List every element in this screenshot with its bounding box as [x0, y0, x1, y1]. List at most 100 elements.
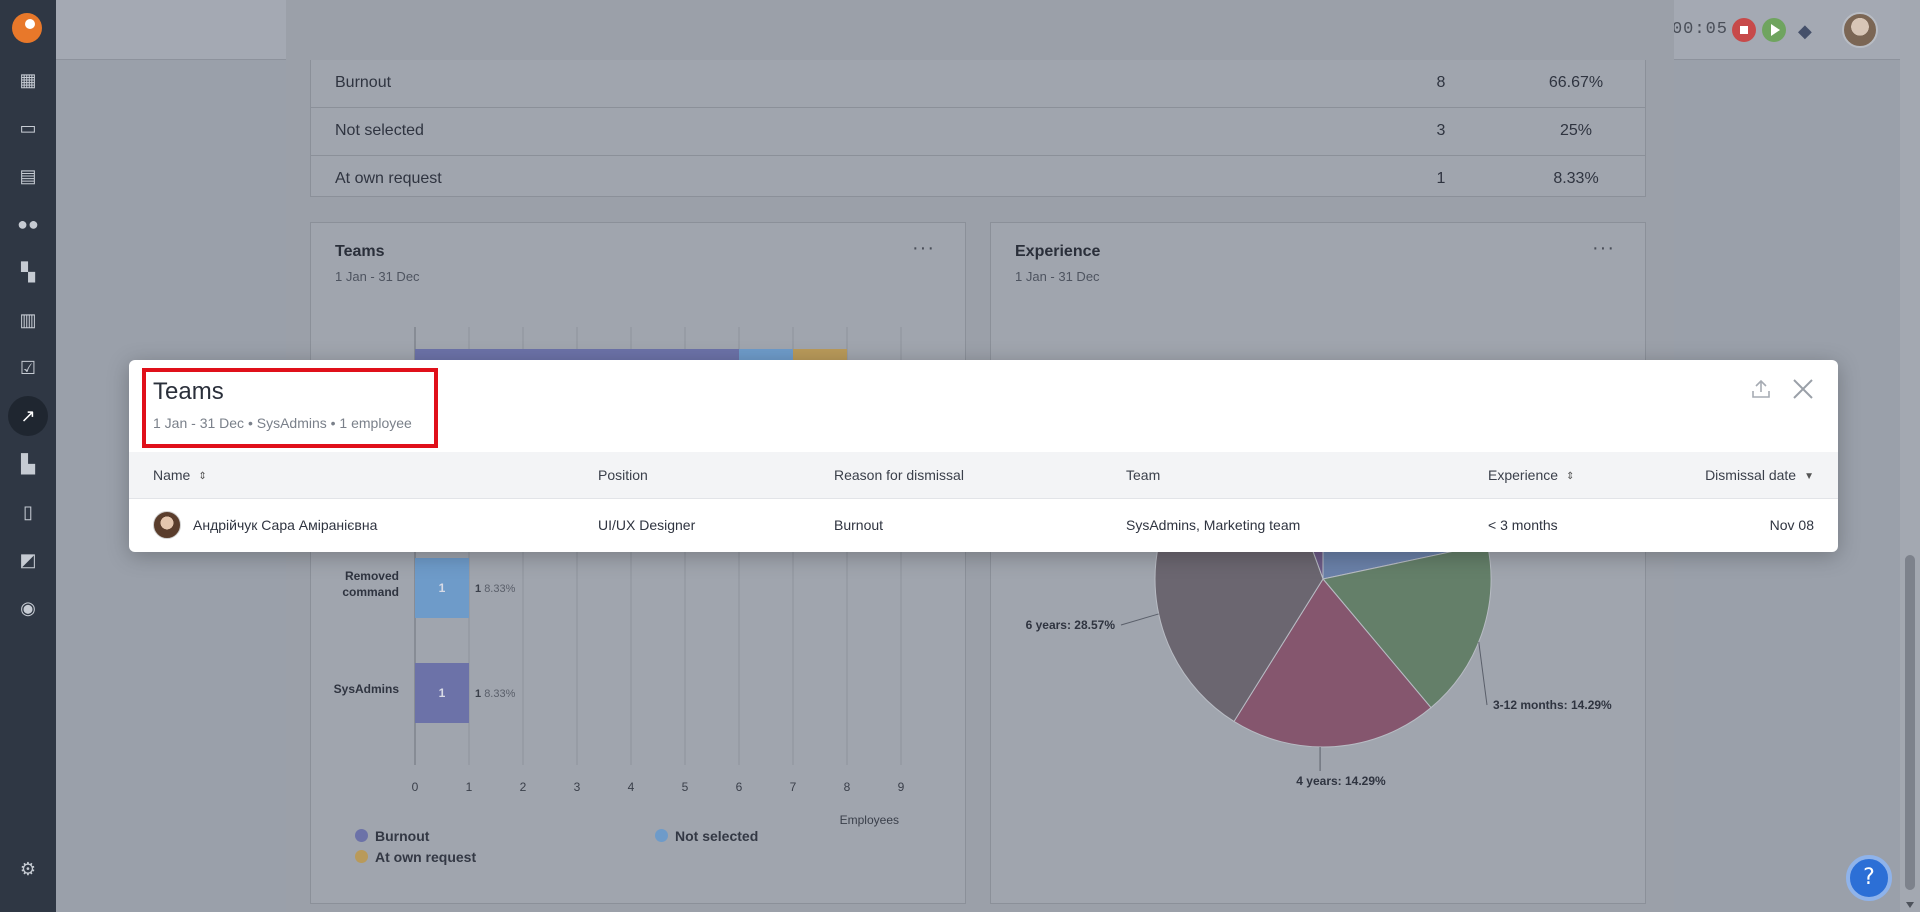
- column-label: Name: [153, 467, 191, 483]
- x-tick-label: 8: [844, 780, 851, 794]
- profile-card-icon[interactable]: ▤: [19, 166, 37, 186]
- pie-slice-label: 3-12 months: 14.29%: [1493, 698, 1612, 712]
- reason-count: 1: [1436, 170, 1446, 187]
- pie-label-leader: [1120, 613, 1159, 626]
- bar: [415, 663, 469, 723]
- legend-label: Not selected: [675, 828, 759, 844]
- x-tick-label: 5: [682, 780, 689, 794]
- close-icon-svg: [1793, 379, 1813, 399]
- bar: [415, 558, 469, 618]
- documents-icon[interactable]: ▥: [19, 310, 37, 330]
- experience-pie-chart: 6 years: 28.57% 3-12 months: 14.29% 4 year…: [1026, 410, 1612, 788]
- column-header-name[interactable]: Name ⇕: [153, 467, 207, 483]
- pie-slice: [1233, 578, 1432, 748]
- card-menu-icon[interactable]: ···: [912, 237, 935, 259]
- sort-desc-icon[interactable]: ▼: [1804, 471, 1814, 482]
- reason-percent: 66.67%: [1548, 74, 1604, 91]
- reason-label: Not selected: [335, 122, 424, 139]
- employee-name[interactable]: Андрійчук Сара Аміранієвна: [193, 517, 378, 533]
- legend-not-selected: Not selected: [655, 828, 758, 844]
- export-icon[interactable]: [1750, 378, 1772, 400]
- category-label: Removed: [345, 569, 399, 583]
- dashboard-icon[interactable]: ▦: [19, 70, 37, 90]
- teams-chart-card: Teams 1 Jan - 31 Dec ··· 0 1 2 3 4 5 6 7 8 9 Emplo…: [310, 222, 966, 904]
- chat-icon[interactable]: ◆: [1798, 21, 1812, 41]
- dialog-subtitle: 1 Jan - 31 Dec • SysAdmins • 1 employee: [153, 415, 412, 431]
- bar-total-label: 1 8.33%: [475, 688, 516, 700]
- dismissal-date: Nov 08: [1769, 517, 1814, 533]
- x-tick-label: 6: [736, 780, 743, 794]
- x-tick-label: 7: [790, 780, 797, 794]
- bar-value-label: 1: [439, 581, 446, 595]
- legend-dot-burnout: [355, 829, 368, 842]
- user-avatar[interactable]: [1842, 12, 1878, 48]
- reason-label: Burnout: [335, 74, 392, 91]
- scroll-down-icon[interactable]: [1906, 902, 1914, 908]
- sidebar: ▦ ▭ ▤ ●● ▚ ▥ ☑ ↗ ▙ ▯ ◩ ◉ ⚙: [0, 0, 56, 912]
- table-row: Burnout 8 66.67%: [311, 60, 1645, 108]
- sort-icon[interactable]: ⇕: [198, 471, 207, 482]
- people-icon[interactable]: ●●: [17, 214, 39, 234]
- bar-total-label: 1 8.33%: [475, 583, 516, 595]
- column-header-team: Team: [1126, 467, 1161, 483]
- export-icon-svg: [1752, 379, 1770, 398]
- employee-position: UI/UX Designer: [598, 517, 696, 533]
- pie-slice-label: 4 years: 14.29%: [1296, 774, 1386, 788]
- column-header-reason: Reason for dismissal: [834, 467, 964, 483]
- bar-value-label: 1: [439, 686, 446, 700]
- reason-count: 8: [1436, 74, 1446, 91]
- start-timer-button[interactable]: [1762, 18, 1786, 42]
- tasks-icon[interactable]: ☑: [19, 358, 37, 378]
- pie-slice-label: 6 years: 28.57%: [1026, 618, 1116, 632]
- pie-label-leader: [1478, 641, 1488, 706]
- stop-timer-button[interactable]: [1732, 18, 1756, 42]
- close-icon[interactable]: [1790, 376, 1816, 402]
- settings-gear-icon[interactable]: ⚙: [19, 859, 37, 879]
- app-logo[interactable]: [12, 13, 42, 43]
- x-axis-label: Employees: [840, 813, 899, 827]
- page-scrollbar[interactable]: [1900, 0, 1920, 912]
- x-tick-label: 4: [628, 780, 635, 794]
- column-header-experience[interactable]: Experience ⇕: [1488, 467, 1574, 483]
- card-menu-icon[interactable]: ···: [1592, 237, 1615, 259]
- reason-percent: 8.33%: [1553, 170, 1599, 187]
- category-label: SysAdmins: [334, 682, 400, 696]
- legend-label: Burnout: [375, 828, 430, 844]
- table-row[interactable]: Андрійчук Сара Аміранієвна UI/UX Designe…: [129, 499, 1838, 551]
- legend-burnout: Burnout: [355, 828, 429, 844]
- x-tick-label: 3: [574, 780, 581, 794]
- column-label: Experience: [1488, 467, 1559, 483]
- experience-chart-card: Experience 1 Jan - 31 Dec ··· 6 years: 2…: [990, 222, 1646, 904]
- account-icon[interactable]: ◉: [20, 598, 36, 618]
- reason-label: At own request: [335, 170, 442, 187]
- legend-dot-not-selected: [655, 829, 668, 842]
- employee-experience: < 3 months: [1488, 517, 1558, 533]
- highlight-box: [142, 368, 438, 448]
- analytics-icon[interactable]: ◩: [19, 550, 37, 570]
- card-date-range: 1 Jan - 31 Dec: [335, 269, 420, 284]
- sort-icon[interactable]: ⇕: [1566, 471, 1575, 482]
- x-tick-label: 2: [520, 780, 527, 794]
- knowledge-book-icon[interactable]: ▯: [23, 502, 33, 522]
- dialog-table-header: Name ⇕ Position Reason for dismissal Team…: [129, 452, 1838, 499]
- legend-label: At own request: [375, 849, 477, 865]
- blocks-icon[interactable]: ▙: [21, 454, 35, 474]
- card-title: Experience: [1015, 243, 1101, 260]
- table-row: Not selected 3 25%: [311, 108, 1645, 156]
- dismissal-reasons-table: Burnout 8 66.67% Not selected 3 25% At o…: [310, 60, 1646, 197]
- org-chart-icon[interactable]: ▚: [21, 262, 35, 282]
- legend-dot-at-own-request: [355, 850, 368, 863]
- employee-team: SysAdmins, Marketing team: [1126, 517, 1301, 533]
- column-header-dismissal-date[interactable]: Dismissal date ▼: [1705, 467, 1814, 483]
- card-title: Teams: [335, 243, 385, 260]
- teams-detail-dialog: Teams 1 Jan - 31 Dec • SysAdmins • 1 emp…: [129, 360, 1838, 552]
- reason-percent: 25%: [1559, 122, 1593, 139]
- reports-icon[interactable]: ↗: [8, 396, 48, 436]
- legend-at-own-request: At own request: [355, 849, 476, 865]
- column-header-position: Position: [598, 467, 648, 483]
- scrollbar-thumb[interactable]: [1905, 555, 1915, 890]
- dialog-title: Teams: [153, 378, 224, 405]
- calendar-icon[interactable]: ▭: [19, 118, 37, 138]
- category-label: command: [342, 585, 399, 599]
- help-button[interactable]: ?: [1846, 855, 1892, 901]
